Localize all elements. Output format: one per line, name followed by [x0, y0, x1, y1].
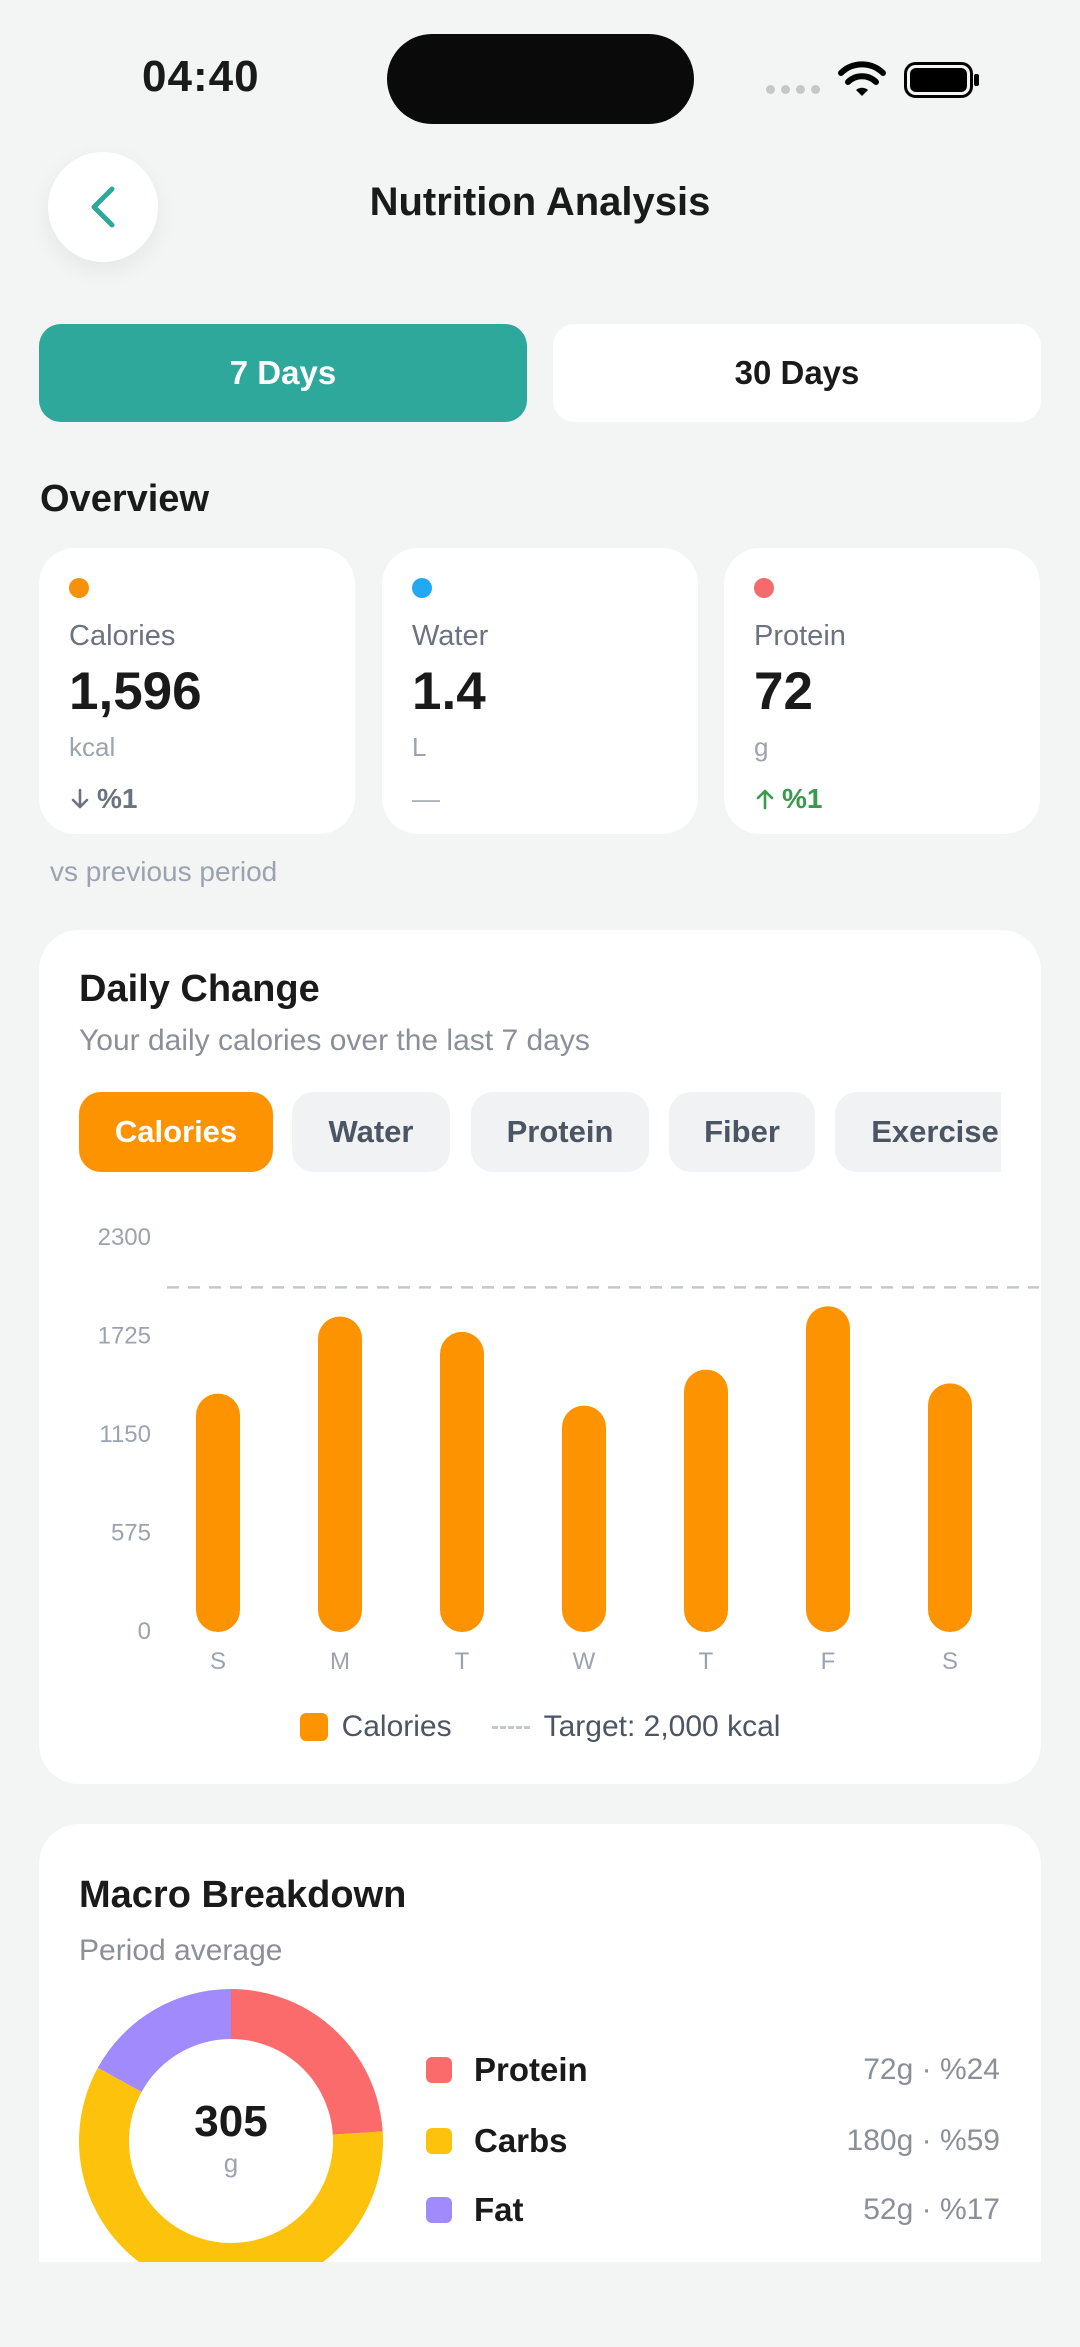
- card-change: %1: [69, 783, 355, 815]
- bar-3: [562, 1405, 606, 1632]
- macro-name: Carbs: [474, 2122, 568, 2159]
- back-button[interactable]: [48, 152, 158, 262]
- tab-7-days[interactable]: 7 Days: [39, 324, 527, 422]
- overview-title: Overview: [40, 478, 209, 520]
- x-tick-label: T: [455, 1648, 470, 1675]
- macro-swatch: [426, 2197, 452, 2223]
- page-title: Nutrition Analysis: [369, 180, 711, 224]
- donut-slice-carbs: [79, 2067, 384, 2293]
- bar-2: [440, 1331, 484, 1632]
- card-label: Calories: [69, 620, 176, 652]
- x-tick-label: M: [330, 1648, 350, 1675]
- card-unit: L: [412, 732, 427, 762]
- macro-value: 180g · %59: [846, 2124, 1000, 2157]
- status-dot: [412, 578, 432, 598]
- tab-30-days[interactable]: 30 Days: [553, 324, 1041, 422]
- donut-center: 305 g: [79, 2100, 383, 2179]
- metric-tab-calories[interactable]: Calories: [79, 1092, 273, 1172]
- macro-name: Protein: [474, 2051, 588, 2088]
- y-tick-label: 1150: [99, 1421, 151, 1448]
- bar-4: [684, 1369, 728, 1632]
- metric-tab-fiber[interactable]: Fiber: [669, 1092, 815, 1172]
- calories-bar-chart: 0 575 1150 1725 2300 S M T W T F S: [98, 1224, 1039, 1675]
- cellular-signal-icon: [766, 85, 820, 94]
- metric-tab-protein[interactable]: Protein: [471, 1092, 649, 1172]
- macro-title: Macro Breakdown: [79, 1874, 407, 1916]
- bar-6: [928, 1383, 972, 1632]
- macro-name: Fat: [474, 2191, 524, 2228]
- chart-legend: Calories Target: 2,000 kcal: [39, 1710, 1041, 1744]
- donut-total-value: 305: [194, 2097, 268, 2146]
- bar-1: [318, 1316, 362, 1632]
- donut-total-unit: g: [223, 2148, 239, 2178]
- legend-dash: [491, 1725, 530, 1729]
- daily-change-title: Daily Change: [79, 968, 320, 1010]
- card-unit: g: [754, 732, 769, 762]
- card-value: 1.4: [412, 662, 486, 721]
- arrow-down-icon: [71, 788, 89, 809]
- dynamic-island: [387, 34, 694, 124]
- y-tick-label: 0: [138, 1618, 151, 1645]
- card-change-value: %1: [97, 783, 138, 814]
- macro-donut-chart: [79, 1989, 384, 2293]
- y-tick-label: 575: [111, 1520, 151, 1547]
- battery-icon: [904, 62, 979, 98]
- overview-card-calories[interactable]: Calories 1,596 kcal %1: [39, 548, 355, 834]
- bottom-cutoff: [0, 2262, 1080, 2347]
- card-value: 1,596: [69, 662, 202, 721]
- metric-tab-water[interactable]: Water: [292, 1092, 450, 1172]
- metric-tabs: Calories Water Protein Fiber Exercise: [79, 1092, 1001, 1174]
- y-tick-label: 2300: [98, 1224, 151, 1251]
- bar-5: [806, 1306, 850, 1632]
- card-change: %1: [754, 783, 1040, 815]
- x-tick-label: W: [573, 1648, 596, 1675]
- metric-tab-exercise[interactable]: Exercise: [835, 1092, 1001, 1172]
- legend-item-target: Target: 2,000 kcal: [491, 1710, 781, 1744]
- card-unit: kcal: [69, 732, 116, 762]
- macro-row-protein: Protein 72g · %24: [426, 2045, 1000, 2095]
- legend-label-target: Target: 2,000 kcal: [543, 1710, 781, 1743]
- status-dot: [69, 578, 89, 598]
- x-tick-label: S: [942, 1648, 958, 1675]
- status-dot: [754, 578, 774, 598]
- card-label: Protein: [754, 620, 846, 652]
- donut-slice-fat: [97, 1989, 231, 2092]
- macro-swatch: [426, 2128, 452, 2154]
- x-tick-label: S: [210, 1648, 226, 1675]
- x-tick-label: F: [821, 1648, 836, 1675]
- macro-subtitle: Period average: [79, 1934, 283, 1967]
- macro-swatch: [426, 2057, 452, 2083]
- overview-card-water[interactable]: Water 1.4 L —: [382, 548, 698, 834]
- comparison-note: vs previous period: [50, 856, 278, 887]
- legend-item-calories: Calories: [299, 1710, 452, 1744]
- daily-change-card: Daily Change Your daily calories over th…: [39, 930, 1041, 1784]
- y-tick-label: 1725: [98, 1323, 151, 1350]
- macro-row-fat: Fat 52g · %17: [426, 2185, 1000, 2235]
- bar-0: [196, 1393, 240, 1632]
- macro-value: 52g · %17: [863, 2193, 1000, 2226]
- x-tick-label: T: [699, 1648, 714, 1675]
- card-change-value: —: [412, 783, 440, 814]
- arrow-up-icon: [756, 789, 774, 810]
- daily-change-subtitle: Your daily calories over the last 7 days: [79, 1024, 590, 1057]
- macro-row-carbs: Carbs 180g · %59: [426, 2116, 1000, 2166]
- wifi-icon: [838, 61, 886, 96]
- card-label: Water: [412, 620, 489, 652]
- status-time: 04:40: [142, 52, 260, 101]
- card-change-value: %1: [782, 783, 823, 814]
- card-change: —: [412, 783, 698, 815]
- legend-swatch: [299, 1713, 328, 1741]
- overview-card-protein[interactable]: Protein 72 g %1: [724, 548, 1040, 834]
- legend-label-calories: Calories: [341, 1710, 452, 1743]
- chevron-left-icon: [91, 186, 115, 228]
- donut-slice-protein: [231, 1989, 383, 2135]
- macro-value: 72g · %24: [863, 2053, 1000, 2086]
- card-value: 72: [754, 662, 813, 721]
